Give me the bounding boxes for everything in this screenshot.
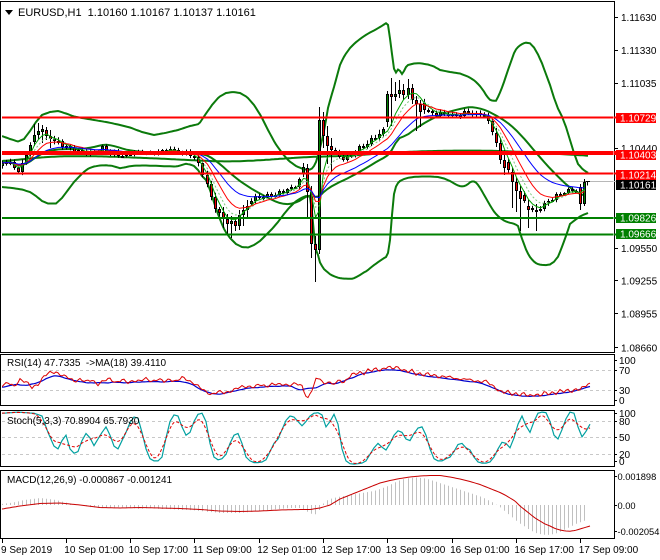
svg-text:10 Sep 01:00: 10 Sep 01:00: [64, 545, 124, 556]
svg-text:1.10214: 1.10214: [620, 171, 657, 182]
svg-text:1.11330: 1.11330: [621, 46, 657, 57]
svg-text:12 Sep 17:00: 12 Sep 17:00: [322, 545, 382, 556]
svg-text:1.10403: 1.10403: [620, 151, 657, 162]
svg-text:1.09826: 1.09826: [620, 214, 657, 225]
svg-text:80: 80: [619, 417, 631, 428]
svg-text:16 Sep 01:00: 16 Sep 01:00: [450, 545, 510, 556]
svg-text:0: 0: [619, 396, 625, 407]
svg-text:1.08955: 1.08955: [621, 309, 658, 320]
svg-text:100: 100: [619, 356, 636, 367]
svg-text:17 Sep 09:00: 17 Sep 09:00: [579, 545, 639, 556]
svg-text:MACD(12,26,9) -0.000867 -0.001: MACD(12,26,9) -0.000867 -0.001241: [7, 475, 173, 486]
svg-text:13 Sep 09:00: 13 Sep 09:00: [386, 545, 446, 556]
svg-text:EURUSD,H1 1.10160 1.10167 1.1: EURUSD,H1 1.10160 1.10167 1.10137 1.1016…: [18, 7, 256, 19]
svg-text:0: 0: [619, 457, 625, 468]
svg-text:RSI(14) 47.7335 ->MA(18) 39.4: RSI(14) 47.7335 ->MA(18) 39.4110: [7, 358, 167, 369]
svg-text:1.09550: 1.09550: [621, 244, 658, 255]
svg-text:1.11035: 1.11035: [621, 79, 657, 90]
svg-text:11 Sep 09:00: 11 Sep 09:00: [193, 545, 252, 556]
svg-text:1.10161: 1.10161: [620, 181, 657, 192]
svg-text:70: 70: [619, 366, 631, 377]
svg-text:1.11630: 1.11630: [621, 13, 657, 24]
svg-text:-0.002054: -0.002054: [618, 527, 660, 537]
svg-text:50: 50: [619, 433, 631, 444]
svg-text:1.10440: 1.10440: [621, 144, 658, 155]
svg-text:30: 30: [619, 386, 631, 397]
svg-text:Stoch(5,3,3) 70.8904 65.7930: Stoch(5,3,3) 70.8904 65.7930: [7, 416, 140, 427]
svg-text:1.09666: 1.09666: [620, 230, 657, 241]
svg-text:0.001898: 0.001898: [618, 472, 657, 482]
svg-text:1.09255: 1.09255: [621, 277, 658, 288]
svg-text:0.00: 0.00: [618, 501, 636, 511]
svg-text:20: 20: [619, 450, 631, 461]
svg-text:10 Sep 17:00: 10 Sep 17:00: [129, 545, 189, 556]
svg-text:12 Sep 01:00: 12 Sep 01:00: [257, 545, 317, 556]
svg-text:16 Sep 17:00: 16 Sep 17:00: [514, 545, 574, 556]
svg-text:9 Sep 2019: 9 Sep 2019: [1, 545, 53, 556]
svg-text:100: 100: [619, 409, 636, 420]
svg-text:1.08660: 1.08660: [621, 343, 658, 354]
svg-text:1.10729: 1.10729: [620, 114, 657, 125]
